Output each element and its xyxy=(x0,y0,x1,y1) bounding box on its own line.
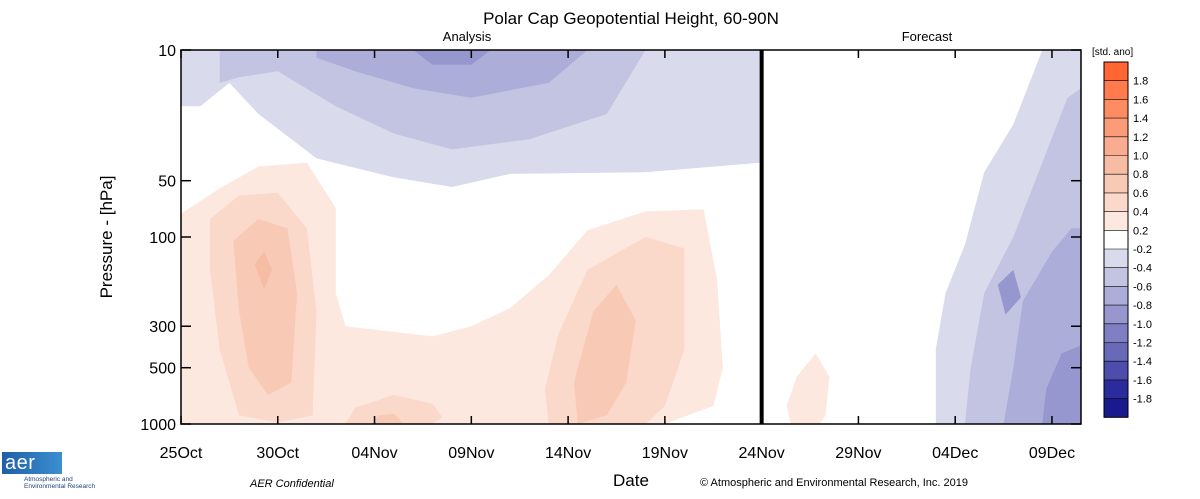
x-axis: 25Oct 30Oct 04Nov 09Nov 14Nov 19Nov 24Nov 29Nov… xyxy=(160,50,1075,462)
colorbar-tick-label: 0.4 xyxy=(1133,207,1148,219)
colorbar-tick-label: -0.2 xyxy=(1133,244,1152,256)
x-tick-label: 09Nov xyxy=(448,445,494,462)
chart-title: Polar Cap Geopotential Height, 60-90N xyxy=(483,9,779,28)
logo-subtitle: Atmospheric and Environmental Research xyxy=(24,476,95,490)
y-tick-label: 10 xyxy=(158,43,176,60)
anomaly-region-pos-low-2 xyxy=(370,413,404,424)
colorbar-swatch xyxy=(1104,305,1128,324)
anomaly-region-pos-low-1 xyxy=(345,395,443,424)
colorbar-swatch xyxy=(1104,118,1128,137)
colorbar-tick-label: 1.6 xyxy=(1133,94,1148,106)
colorbar-tick-label: 0.8 xyxy=(1133,169,1148,181)
colorbar-tick-label: -0.4 xyxy=(1133,263,1152,275)
colorbar-tick-label: 0.6 xyxy=(1133,188,1148,200)
colorbar-swatch xyxy=(1104,80,1128,100)
x-tick-label: 29Nov xyxy=(835,445,881,462)
colorbar-swatch xyxy=(1104,267,1128,287)
colorbar-tick-label: -1.0 xyxy=(1133,319,1152,331)
colorbar-swatch xyxy=(1104,155,1128,175)
colorbar-tick-label: -1.2 xyxy=(1133,338,1152,350)
y-tick-label: 1000 xyxy=(140,417,176,434)
x-axis-label: Date xyxy=(613,471,649,490)
colorbar-swatch xyxy=(1104,62,1128,81)
colorbar-tick-label: 1.4 xyxy=(1133,113,1148,125)
x-tick-label: 24Nov xyxy=(739,445,785,462)
logo-line-1: Atmospheric and xyxy=(24,476,73,483)
y-axis: 10 50 100 300 500 1000 xyxy=(140,43,1081,434)
subtitle-forecast: Forecast xyxy=(902,29,953,44)
colorbar-tick-label: -0.6 xyxy=(1133,281,1152,293)
x-tick-label: 09Dec xyxy=(1029,445,1075,462)
colorbar-tick-label: 1.2 xyxy=(1133,132,1148,144)
colorbar-swatch xyxy=(1104,136,1128,156)
colorbar-tick-label: -1.4 xyxy=(1133,356,1152,368)
anomaly-region-strat-neg-3 xyxy=(316,50,588,98)
colorbar-swatch xyxy=(1104,99,1128,119)
colorbar: 1.8 1.6 1.4 1.2 1.0 0.8 0.6 0.4 0.2 -0.2 -0.4 -0.6 -… xyxy=(1103,61,1152,418)
colorbar-swatch xyxy=(1104,398,1128,418)
colorbar-label: [std. ano] xyxy=(1092,47,1133,58)
logo-mark: aer xyxy=(2,452,62,474)
y-tick-label: 500 xyxy=(149,361,176,378)
copyright-note: © Atmospheric and Environmental Research… xyxy=(700,477,968,489)
colorbar-border xyxy=(1103,61,1129,418)
x-tick-label: 04Dec xyxy=(932,445,978,462)
colorbar-swatch xyxy=(1104,249,1128,268)
x-tick-label: 30Oct xyxy=(256,445,299,462)
y-tick-label: 100 xyxy=(149,230,176,247)
anomaly-region-pos-mid-3 xyxy=(573,284,636,424)
anomaly-region-pos-early-3 xyxy=(233,218,298,395)
anomaly-region-fc-neg-4 xyxy=(1042,345,1081,424)
colorbar-tick-label: 1.8 xyxy=(1133,76,1148,88)
y-axis-label: Pressure - [hPa] xyxy=(97,176,116,299)
colorbar-tick-label: -0.8 xyxy=(1133,300,1152,312)
logo-line-2: Environmental Research xyxy=(24,483,96,490)
anomaly-region-pos-fc-1 xyxy=(786,353,830,424)
colorbar-tick-label: -1.8 xyxy=(1133,394,1152,406)
x-tick-label: 19Nov xyxy=(642,445,688,462)
colorbar-swatch xyxy=(1104,323,1128,343)
plot-area xyxy=(181,50,1081,424)
aer-logo: aer Atmospheric and Environmental Resear… xyxy=(2,452,95,498)
anomaly-region-fc-neg-5 xyxy=(997,269,1021,315)
colorbar-tick-label: -1.6 xyxy=(1133,375,1152,387)
colorbar-tick-label: 0.2 xyxy=(1133,225,1148,237)
colorbar-swatch xyxy=(1104,342,1128,362)
x-tick-label: 14Nov xyxy=(545,445,591,462)
confidential-note: AER Confidential xyxy=(250,478,334,490)
subtitle-analysis: Analysis xyxy=(443,29,492,44)
colorbar-swatch xyxy=(1104,286,1128,306)
colorbar-swatch xyxy=(1104,230,1128,249)
x-tick-label: 25Oct xyxy=(160,445,203,462)
colorbar-swatch xyxy=(1104,211,1128,231)
colorbar-tick-label: 1.0 xyxy=(1133,151,1148,163)
y-tick-label: 300 xyxy=(149,319,176,336)
x-tick-label: 04Nov xyxy=(351,445,397,462)
colorbar-swatch xyxy=(1104,361,1128,380)
colorbar-swatch xyxy=(1104,174,1128,193)
y-tick-label: 50 xyxy=(158,174,176,191)
colorbar-swatch xyxy=(1104,192,1128,212)
colorbar-swatch xyxy=(1104,379,1128,399)
anomaly-region-pos-early-4 xyxy=(254,251,272,290)
